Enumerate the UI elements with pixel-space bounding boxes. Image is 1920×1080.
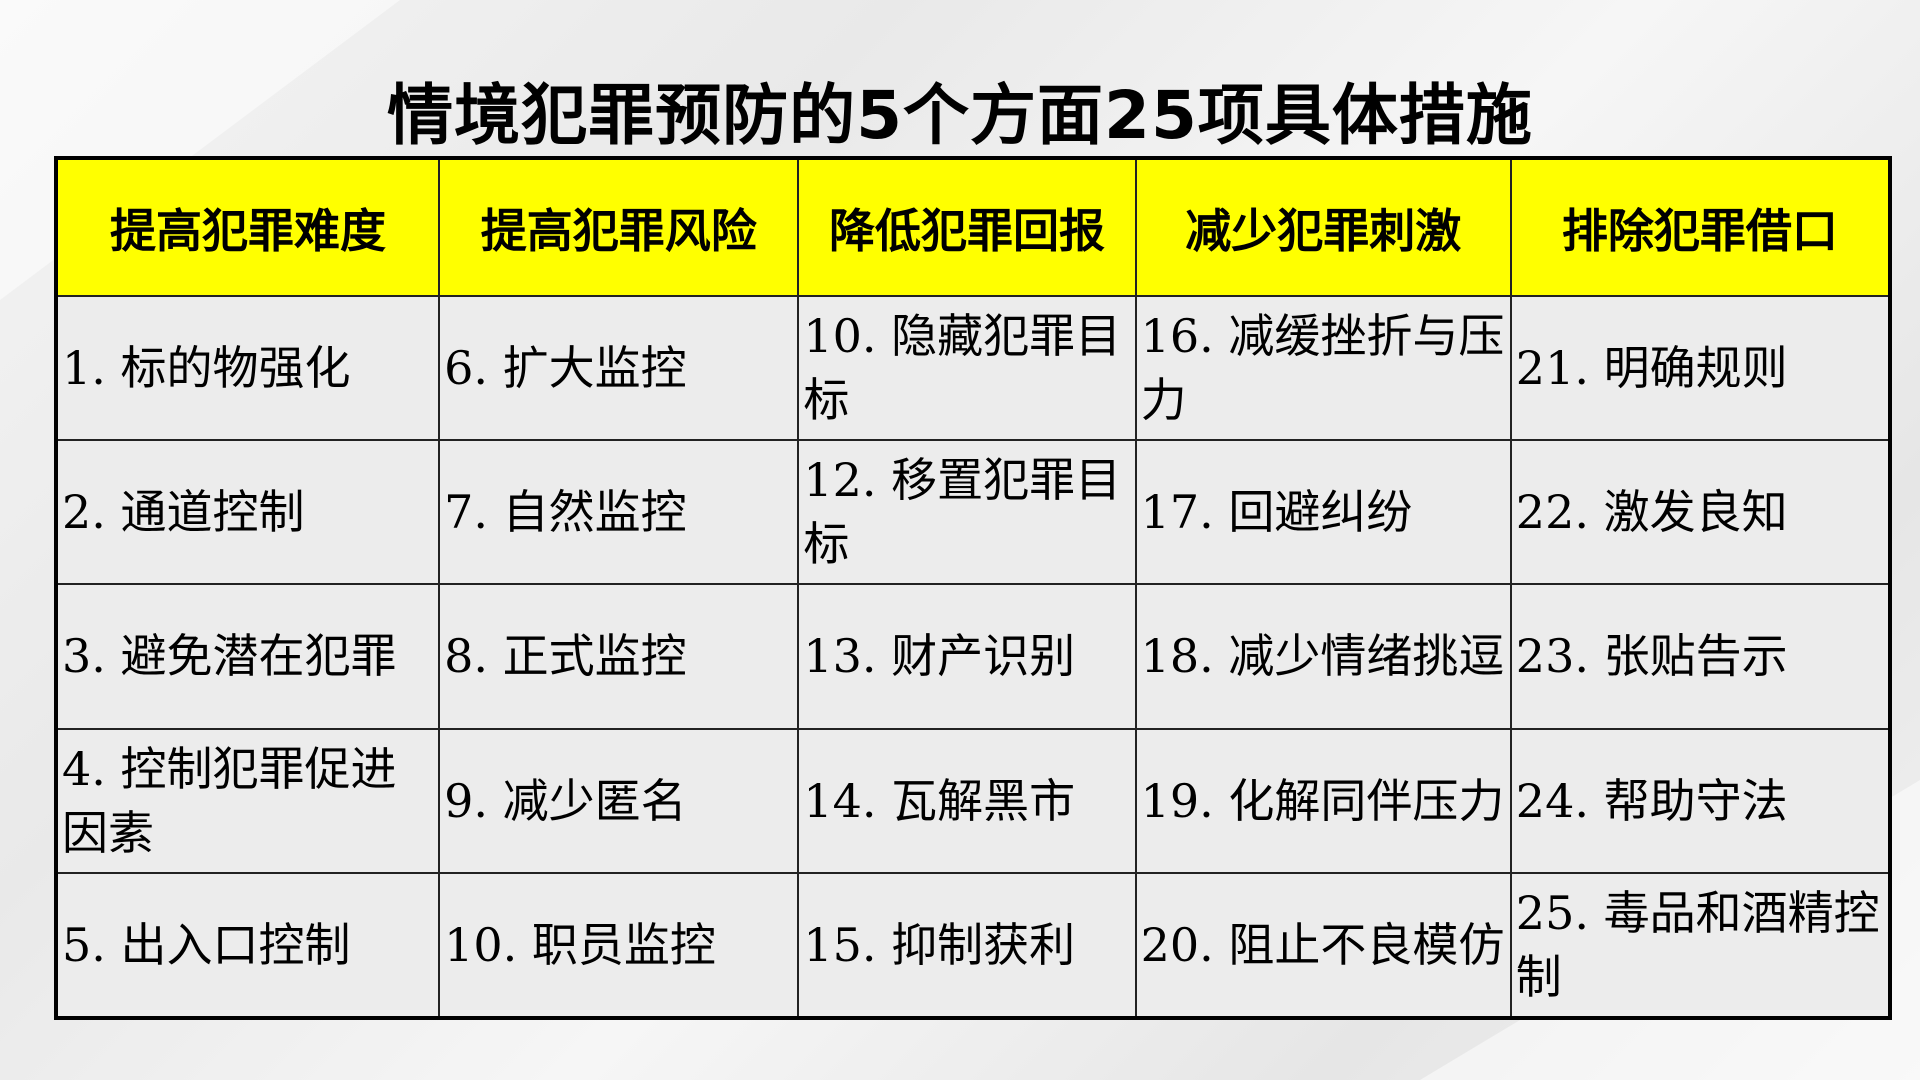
table-cell: 8. 正式监控 — [438, 583, 800, 730]
column-header: 排除犯罪借口 — [1509, 157, 1892, 297]
table-cell: 15. 抑制获利 — [797, 871, 1137, 1020]
table-cell: 2. 通道控制 — [54, 439, 441, 586]
table-cell: 5. 出入口控制 — [54, 871, 441, 1020]
table-row: 5. 出入口控制 10. 职员监控 15. 抑制获利 20. 阻止不良模仿 25. 毒品… — [54, 871, 1892, 1020]
table-cell: 23. 张贴告示 — [1509, 583, 1892, 730]
column-header: 提高犯罪风险 — [438, 157, 800, 297]
column-header: 减少犯罪刺激 — [1134, 157, 1512, 297]
table-row: 1. 标的物强化 6. 扩大监控 10. 隐藏犯罪目标 16. 减缓挫折与压力 21. … — [54, 294, 1892, 442]
table-cell: 16. 减缓挫折与压力 — [1134, 294, 1512, 442]
table-cell: 4. 控制犯罪促进因素 — [54, 727, 441, 874]
table-cell: 7. 自然监控 — [438, 439, 800, 586]
measures-table: 提高犯罪难度 提高犯罪风险 降低犯罪回报 减少犯罪刺激 排除犯罪借口 1. 标的… — [54, 156, 1892, 1020]
table-cell: 14. 瓦解黑市 — [797, 727, 1137, 874]
header-row: 提高犯罪难度 提高犯罪风险 降低犯罪回报 减少犯罪刺激 排除犯罪借口 — [54, 157, 1892, 297]
table-cell: 22. 激发良知 — [1509, 439, 1892, 586]
table-cell: 6. 扩大监控 — [438, 294, 800, 442]
table-cell: 17. 回避纠纷 — [1134, 439, 1512, 586]
table-cell: 21. 明确规则 — [1509, 294, 1892, 442]
table-cell: 10. 隐藏犯罪目标 — [797, 294, 1137, 442]
column-header: 降低犯罪回报 — [797, 157, 1137, 297]
table-cell: 12. 移置犯罪目标 — [797, 439, 1137, 586]
page-title: 情境犯罪预防的5个方面25项具体措施 — [387, 77, 1533, 154]
table-row: 2. 通道控制 7. 自然监控 12. 移置犯罪目标 17. 回避纠纷 22. 激发良知 — [54, 439, 1892, 586]
table-cell: 25. 毒品和酒精控制 — [1509, 871, 1892, 1020]
column-header: 提高犯罪难度 — [54, 157, 441, 297]
table-cell: 18. 减少情绪挑逗 — [1134, 583, 1512, 730]
table-cell: 9. 减少匿名 — [438, 727, 800, 874]
table-cell: 20. 阻止不良模仿 — [1134, 871, 1512, 1020]
table-cell: 13. 财产识别 — [797, 583, 1137, 730]
table-row: 3. 避免潜在犯罪 8. 正式监控 13. 财产识别 18. 减少情绪挑逗 23. 张贴… — [54, 583, 1892, 730]
table-cell: 19. 化解同伴压力 — [1134, 727, 1512, 874]
table-cell: 24. 帮助守法 — [1509, 727, 1892, 874]
table-cell: 10. 职员监控 — [438, 871, 800, 1020]
table-cell: 3. 避免潜在犯罪 — [54, 583, 441, 730]
table-cell: 1. 标的物强化 — [54, 294, 441, 442]
table-row: 4. 控制犯罪促进因素 9. 减少匿名 14. 瓦解黑市 19. 化解同伴压力 24. … — [54, 727, 1892, 874]
